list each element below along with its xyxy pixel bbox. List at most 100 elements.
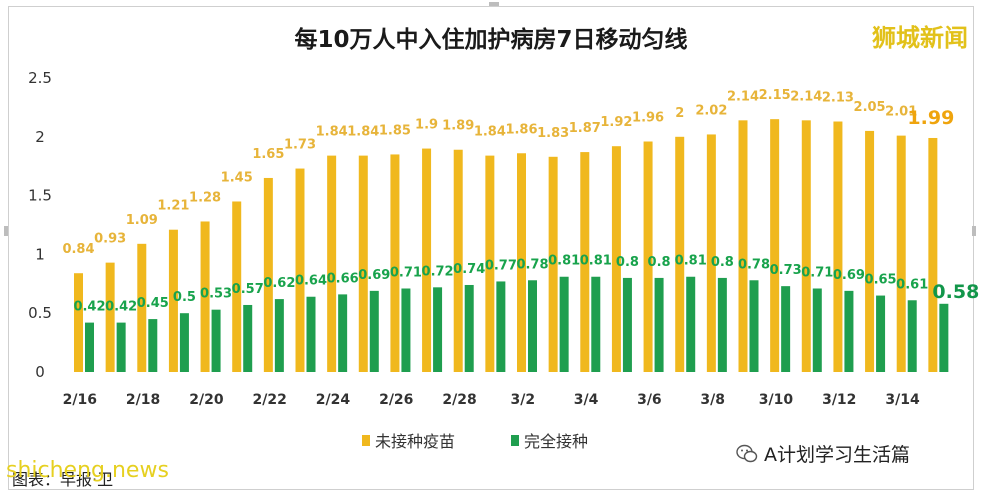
data-label-vaccinated: 0.74 (453, 262, 485, 277)
y-tick-label: 0 (35, 363, 45, 381)
bar-vaccinated (464, 284, 474, 372)
bar-unvaccinated (74, 273, 83, 372)
data-label-unvaccinated: 1.86 (505, 122, 537, 137)
x-tick-label: 3/8 (700, 392, 725, 408)
legend-label-vaccinated: 完全接种 (524, 432, 589, 451)
data-label-vaccinated: 0.64 (295, 274, 327, 289)
data-label-unvaccinated: 1.89 (442, 119, 474, 134)
bar-unvaccinated (295, 168, 305, 372)
data-label-unvaccinated: 1.73 (284, 138, 316, 153)
bar-unvaccinated (896, 135, 906, 372)
wechat-account: A计划学习生活篇 (736, 440, 910, 467)
data-label-unvaccinated: 2.01 (885, 105, 917, 120)
data-label-vaccinated: 0.61 (896, 277, 928, 292)
x-tick-label: 2/22 (253, 392, 287, 408)
bar-vaccinated (148, 319, 158, 372)
legend-label-unvaccinated: 未接种疫苗 (375, 432, 456, 451)
bar-vaccinated (369, 290, 379, 372)
data-label-unvaccinated: 1.9 (415, 118, 438, 133)
data-label-vaccinated: 0.45 (137, 296, 169, 311)
bar-vaccinated (876, 295, 886, 372)
bar-vaccinated (274, 299, 284, 372)
data-label-unvaccinated: 1.45 (221, 170, 253, 185)
data-label-unvaccinated: 2.15 (759, 88, 791, 103)
bar-vaccinated (243, 304, 253, 372)
data-label-unvaccinated: 1.99 (907, 107, 954, 129)
data-label-unvaccinated: 0.93 (94, 232, 126, 247)
x-tick-label: 2/26 (379, 392, 413, 408)
data-label-unvaccinated: 1.83 (537, 126, 569, 141)
x-tick-label: 3/6 (637, 392, 662, 408)
bar-vaccinated (654, 277, 664, 372)
y-tick-label: 2 (35, 128, 45, 146)
bar-vaccinated (496, 281, 506, 372)
data-label-vaccinated: 0.69 (833, 268, 865, 283)
data-label-unvaccinated: 1.87 (569, 121, 601, 136)
data-label-vaccinated: 0.69 (358, 268, 390, 283)
bar-unvaccinated (548, 156, 558, 372)
data-label-vaccinated: 0.8 (711, 255, 734, 270)
x-tick-label: 2/20 (189, 392, 224, 408)
data-label-vaccinated: 0.77 (485, 258, 517, 273)
data-label-unvaccinated: 1.96 (632, 111, 664, 126)
resize-handle-left[interactable] (4, 226, 8, 236)
data-label-vaccinated: 0.65 (865, 273, 897, 288)
watermark-bottom: shicheng.news (6, 458, 169, 483)
x-tick-label: 2/16 (63, 392, 97, 408)
data-label-vaccinated: 0.42 (73, 300, 105, 315)
bar-vaccinated (749, 280, 759, 372)
data-label-unvaccinated: 1.21 (157, 199, 189, 214)
x-tick-label: 2/28 (442, 392, 476, 408)
data-label-unvaccinated: 1.09 (126, 213, 158, 228)
bar-unvaccinated (358, 155, 368, 372)
source-note: 图表：早报·卫 (12, 470, 114, 489)
bar-unvaccinated (580, 152, 590, 372)
data-label-vaccinated: 0.62 (263, 276, 295, 291)
bar-vaccinated (622, 277, 632, 372)
bar-chart: 0 0.5 1 1.5 2 2.5 0.84 0.42 0.93 0.42 1.09 0.45 1.21… (28, 69, 979, 408)
x-tick-label: 3/10 (759, 392, 794, 408)
data-label-vaccinated: 0.71 (390, 266, 422, 281)
x-tick-label: 2/24 (316, 392, 351, 408)
bar-unvaccinated (105, 262, 115, 372)
bar-unvaccinated (453, 149, 463, 372)
data-label-unvaccinated: 2.02 (695, 103, 727, 118)
bar-unvaccinated (390, 154, 400, 372)
bar-unvaccinated (232, 201, 242, 372)
bar-unvaccinated (675, 136, 685, 372)
data-label-unvaccinated: 1.85 (379, 123, 411, 138)
bar-vaccinated (528, 280, 537, 372)
bar-vaccinated (116, 322, 126, 372)
data-label-unvaccinated: 1.84 (316, 125, 348, 140)
bar-vaccinated (591, 276, 601, 372)
resize-handle-right[interactable] (972, 226, 976, 236)
bar-unvaccinated (517, 153, 526, 372)
data-label-unvaccinated: 1.92 (600, 115, 632, 130)
data-label-unvaccinated: 0.84 (62, 242, 94, 257)
bar-vaccinated (907, 300, 917, 372)
bar-unvaccinated (485, 155, 495, 372)
bar-unvaccinated (801, 120, 811, 372)
x-tick-label: 3/4 (574, 392, 599, 408)
resize-handle-top[interactable] (489, 2, 499, 6)
y-tick-label: 0.5 (28, 304, 52, 322)
data-label-unvaccinated: 2.13 (822, 91, 854, 106)
bar-unvaccinated (611, 146, 621, 372)
bar-vaccinated (686, 276, 696, 372)
legend-swatch-unvaccinated (362, 434, 370, 446)
bar-vaccinated (211, 309, 221, 372)
bar-vaccinated (433, 287, 443, 372)
data-label-vaccinated: 0.81 (580, 254, 612, 269)
bar-vaccinated (401, 288, 411, 372)
data-label-unvaccinated: 2 (675, 106, 684, 121)
bar-vaccinated (781, 286, 791, 372)
data-label-vaccinated: 0.8 (616, 255, 639, 270)
data-label-vaccinated: 0.57 (232, 282, 264, 297)
data-label-vaccinated: 0.53 (200, 287, 232, 302)
y-tick-label: 2.5 (28, 69, 52, 87)
data-label-vaccinated: 0.71 (801, 266, 833, 281)
wechat-account-label: A计划学习生活篇 (764, 444, 910, 466)
legend-item-vaccinated: 完全接种 (511, 428, 588, 452)
bar-unvaccinated (200, 221, 210, 372)
legend-swatch-vaccinated (511, 434, 520, 446)
